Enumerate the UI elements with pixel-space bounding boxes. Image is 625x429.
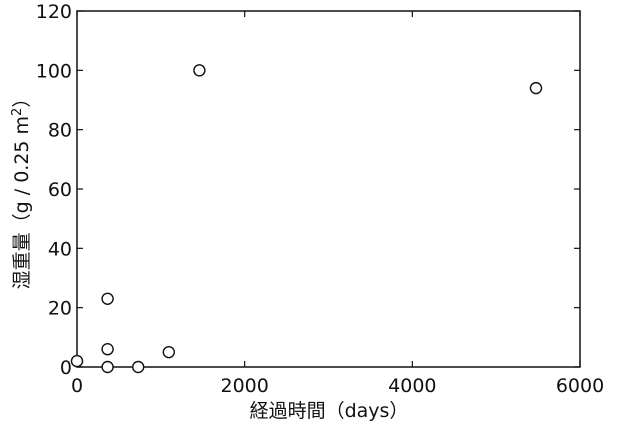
- y-tick-label: 0: [60, 357, 72, 379]
- y-tick-label: 40: [48, 238, 72, 260]
- x-tick-label: 6000: [556, 375, 604, 397]
- y-tick-label: 60: [48, 179, 72, 201]
- data-point: [162, 345, 175, 359]
- y-axis-title-main: 湿重量（g / 0.25 m: [11, 116, 33, 289]
- x-axis-title: 経過時間（days）: [250, 400, 409, 422]
- y-axis-title-end: ）: [11, 89, 33, 108]
- data-point: [193, 64, 206, 77]
- data-point: [529, 81, 543, 95]
- y-tick-label: 20: [48, 298, 72, 320]
- y-tick-label: 120: [36, 1, 72, 23]
- y-tick-label: 80: [48, 120, 72, 142]
- y-tick-label: 100: [36, 60, 72, 82]
- x-tick-label: 2000: [220, 375, 268, 397]
- x-tick-label: 0: [71, 375, 83, 397]
- y-axis-title-group: 湿重量（g / 0.25 m2）: [10, 89, 33, 290]
- data-point: [131, 360, 145, 374]
- plot-frame: [76, 10, 581, 368]
- y-axis-title: 湿重量（g / 0.25 m2）: [10, 89, 33, 290]
- data-point: [101, 292, 114, 305]
- data-point: [70, 354, 84, 368]
- x-tick-label: 4000: [388, 375, 436, 397]
- data-point: [101, 343, 114, 356]
- y-axis: 0 20 40 60 80 100 120: [36, 1, 580, 379]
- x-axis: 0 2000 4000 6000: [71, 11, 604, 397]
- data-point: [101, 360, 114, 374]
- data-points: [70, 64, 543, 374]
- y-axis-title-superscript: 2: [10, 108, 25, 116]
